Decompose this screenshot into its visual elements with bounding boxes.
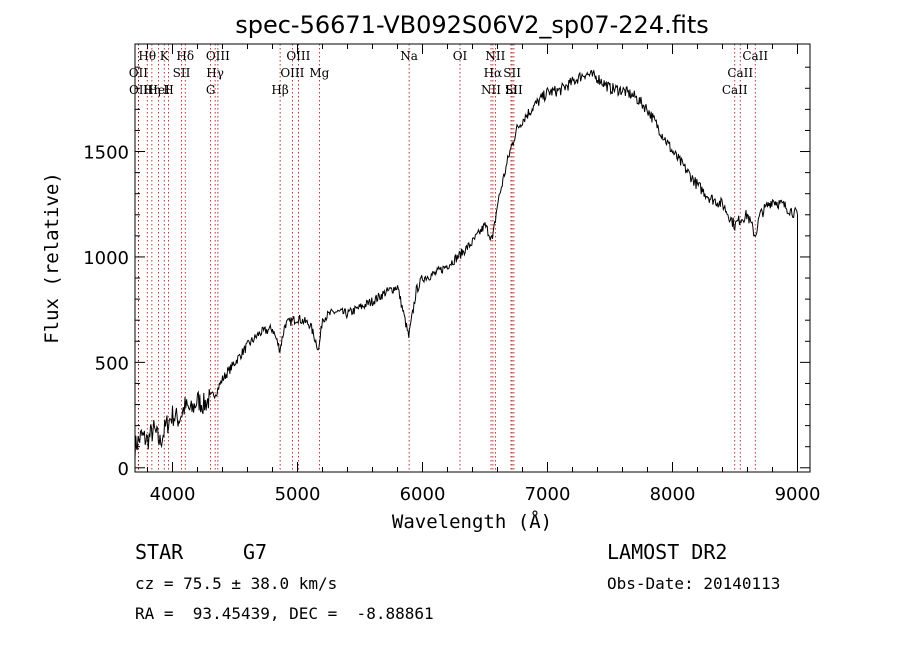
y-tick-label: 500: [95, 353, 129, 374]
flux-series: [134, 69, 798, 468]
line-label: Hγ: [206, 66, 224, 80]
line-label: CaII: [727, 66, 753, 80]
line-label: Hδ: [176, 49, 194, 63]
line-label: HeI: [147, 83, 170, 97]
line-label: SII: [503, 66, 521, 80]
line-label: H: [163, 83, 173, 97]
survey-name: LAMOST DR2: [607, 540, 728, 564]
line-label: Hβ: [271, 83, 288, 97]
object-class: STAR: [135, 540, 184, 564]
line-label: Hη: [143, 83, 161, 97]
y-tick-label: 0: [118, 459, 129, 480]
x-tick-label: 7000: [525, 484, 571, 505]
spectral-line-markers: [137, 44, 756, 472]
line-label: OII: [129, 66, 149, 80]
y-axis-ticks: 0 500 1000 1500: [83, 66, 810, 480]
line-label: OIII: [206, 49, 230, 63]
line-label: K: [160, 49, 170, 63]
line-label: OI: [453, 49, 468, 63]
y-tick-label: 1500: [83, 143, 129, 164]
redshift-velocity: cz = 75.5 ± 38.0 km/s: [135, 574, 338, 593]
plot-frame: [134, 43, 811, 473]
line-label: OIII: [286, 49, 310, 63]
line-label: G: [206, 83, 216, 97]
y-axis-label: Flux (relative): [41, 172, 63, 344]
observation-date: Obs-Date: 20140113: [607, 574, 781, 593]
line-label: Hθ: [138, 49, 156, 63]
line-label: NII: [485, 49, 505, 63]
line-label: NII: [481, 83, 501, 97]
chart-title: spec-56671-VB092S06V2_sp07-224.fits: [235, 11, 709, 39]
x-tick-label: 9000: [775, 484, 821, 505]
x-tick-label: 5000: [275, 484, 321, 505]
x-tick-label: 8000: [650, 484, 696, 505]
x-tick-label: 4000: [150, 484, 196, 505]
x-axis-label: Wavelength (Å): [392, 510, 552, 533]
line-label: SII: [505, 83, 523, 97]
line-label: Hα: [484, 66, 503, 80]
y-tick-label: 1000: [83, 248, 129, 269]
line-label: OII: [129, 83, 149, 97]
sky-coordinates: RA = 93.45439, DEC = -8.88861: [135, 604, 434, 623]
object-subclass: G7: [243, 540, 268, 564]
x-axis-ticks: 4000 5000 6000 7000 8000 9000: [147, 44, 821, 505]
line-label: CaII: [722, 83, 748, 97]
line-label: Mg: [309, 66, 329, 80]
line-label: CaII: [742, 49, 768, 63]
line-label: Li: [505, 83, 517, 97]
flux-line: [134, 69, 798, 468]
x-tick-label: 6000: [400, 484, 446, 505]
line-label: OIII: [280, 66, 304, 80]
line-label: Na: [400, 49, 418, 63]
line-label: SII: [173, 66, 191, 80]
